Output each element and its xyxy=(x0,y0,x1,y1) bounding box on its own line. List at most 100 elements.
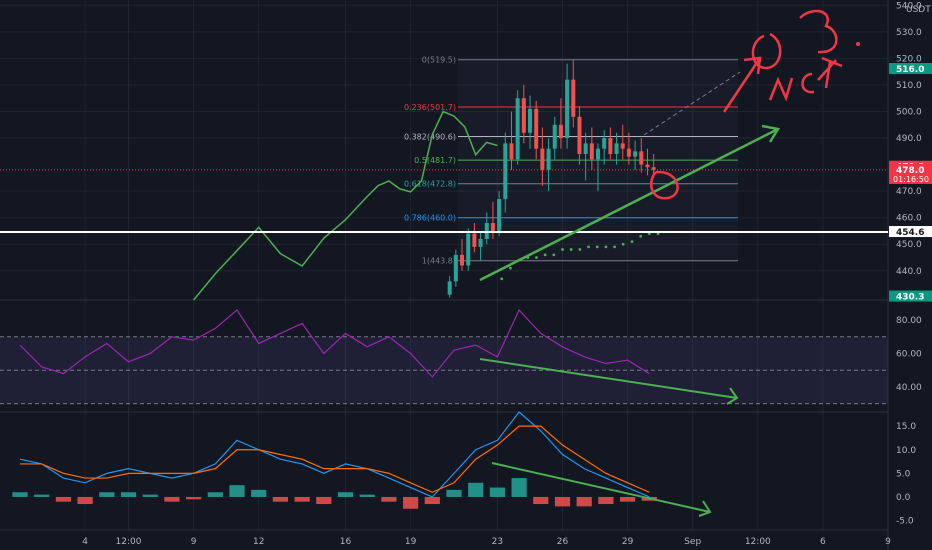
candle-body xyxy=(460,254,465,266)
time-tick-label: 19 xyxy=(405,537,417,547)
handwritten-letters-xt xyxy=(817,56,843,89)
price-tick-label: 510.0 xyxy=(896,81,922,91)
circle-mark-icon xyxy=(649,170,679,200)
candle-body xyxy=(540,148,545,170)
candle-body xyxy=(490,223,495,231)
macd-histogram-bar xyxy=(55,496,71,502)
macd-histogram-bar xyxy=(99,492,115,497)
psar-dot xyxy=(595,245,599,249)
time-tick-label: 9 xyxy=(191,537,197,547)
psar-dots xyxy=(500,232,660,281)
candle-body xyxy=(633,151,638,157)
candle-body xyxy=(651,167,656,170)
signal-line xyxy=(20,425,650,493)
candle-body xyxy=(478,238,483,247)
macd-histogram-bar xyxy=(12,492,28,497)
rsi-tick-label: 80.00 xyxy=(896,316,922,326)
trend-drawings[interactable] xyxy=(479,71,781,517)
fib-level-label: 1(443.8) xyxy=(422,257,456,266)
candle-body xyxy=(577,116,582,154)
candle-body xyxy=(552,124,557,149)
time-tick-label: Sep xyxy=(684,537,701,547)
currency-label: USDT xyxy=(906,5,931,15)
candle-body xyxy=(589,143,594,160)
candle-body xyxy=(521,98,526,133)
candle-body xyxy=(447,281,452,295)
macd-histogram-bar xyxy=(511,478,527,497)
time-tick-label: 4 xyxy=(82,537,88,547)
macd-histogram-bar xyxy=(403,496,419,509)
overlay-line xyxy=(193,110,498,301)
handwritten-letter-o xyxy=(751,32,782,70)
time-tick-label: 23 xyxy=(492,537,503,547)
candle-body xyxy=(614,143,619,154)
macd-histogram-bar xyxy=(186,496,202,500)
time-tick-label: 12 xyxy=(253,537,264,547)
macd-histogram-bar xyxy=(337,492,354,497)
macd-histogram-bar xyxy=(598,496,614,505)
rsi-tick-label: 60.00 xyxy=(896,349,922,359)
candle-body xyxy=(645,164,650,168)
macd-histogram-bar xyxy=(272,496,288,502)
psar-dot xyxy=(535,256,538,259)
macd-histogram-bar xyxy=(446,489,462,497)
macd-axis[interactable]: 15.0 10.0 5.0 0.0 -5.0 xyxy=(896,422,916,526)
price-tag-box xyxy=(889,63,932,75)
handwritten-dot xyxy=(856,42,860,46)
macd-histogram-bar xyxy=(142,494,158,497)
rsi-tick-label: 40.00 xyxy=(896,383,922,393)
candle-body xyxy=(497,199,502,231)
handwritten-letter-e xyxy=(801,72,815,94)
candle-body xyxy=(626,148,631,157)
rsi-line xyxy=(19,308,650,378)
handwritten-letter-n xyxy=(768,76,794,102)
macd-divergence-line[interactable] xyxy=(491,462,711,513)
macd-panel xyxy=(12,411,657,509)
countdown-label: 01:16:50 xyxy=(893,175,929,184)
psar-dot xyxy=(630,240,634,243)
price-axis[interactable]: 540.0 530.0 520.0 510.0 500.0 490.0 470.0 460.0… xyxy=(896,1,922,276)
psar-dot xyxy=(543,253,547,257)
price-tag-box xyxy=(889,290,932,302)
handwritten-question-mark xyxy=(799,9,838,54)
macd-histogram-bar xyxy=(229,485,245,497)
red-arrowhead-icon xyxy=(743,56,762,75)
macd-tick-label: 15.0 xyxy=(896,422,916,432)
macd-histogram-bar xyxy=(207,492,223,497)
candle-body xyxy=(534,108,539,149)
price-tick-label: 520.0 xyxy=(896,54,922,64)
candle-body xyxy=(453,254,458,282)
candlesticks xyxy=(447,59,656,298)
macd-tick-label: 5.0 xyxy=(896,469,911,479)
macd-tick-label: -5.0 xyxy=(896,517,914,527)
macd-histogram-bar xyxy=(468,482,484,497)
price-tag-label: 454.6 xyxy=(896,228,924,238)
rsi-axis[interactable]: 80.00 60.00 40.00 xyxy=(896,316,922,393)
rsi-divergence-line[interactable] xyxy=(479,358,738,399)
macd-histogram-bar xyxy=(554,496,571,507)
time-axis[interactable]: 4 12:00 9 12 16 19 23 26 29 Sep 12:00 6 9 xyxy=(82,537,891,547)
psar-dot xyxy=(561,248,564,251)
candle-body xyxy=(466,233,471,266)
price-tick-label: 530.0 xyxy=(896,28,922,38)
macd-tick-label: 10.0 xyxy=(896,446,916,456)
psar-dot xyxy=(639,234,643,238)
psar-dot xyxy=(613,245,616,249)
time-tick-label: 12:00 xyxy=(745,537,771,547)
price-tick-label: 490.0 xyxy=(896,134,922,144)
candle-body xyxy=(620,143,625,149)
psar-dot xyxy=(587,245,590,249)
fib-level-label: 0.618(472.8) xyxy=(404,180,456,189)
price-tag-label: 516.0 xyxy=(896,65,924,75)
price-tag-label: 478.0 xyxy=(896,166,924,176)
fib-level-label: 0.382(490.6) xyxy=(404,132,456,141)
candle-body xyxy=(509,143,514,160)
handwritten-annotation xyxy=(649,9,860,200)
price-tag-label: 430.3 xyxy=(896,293,924,303)
uptrend-line[interactable] xyxy=(479,127,779,282)
psar-dot xyxy=(621,242,625,246)
candle-body xyxy=(472,233,477,247)
